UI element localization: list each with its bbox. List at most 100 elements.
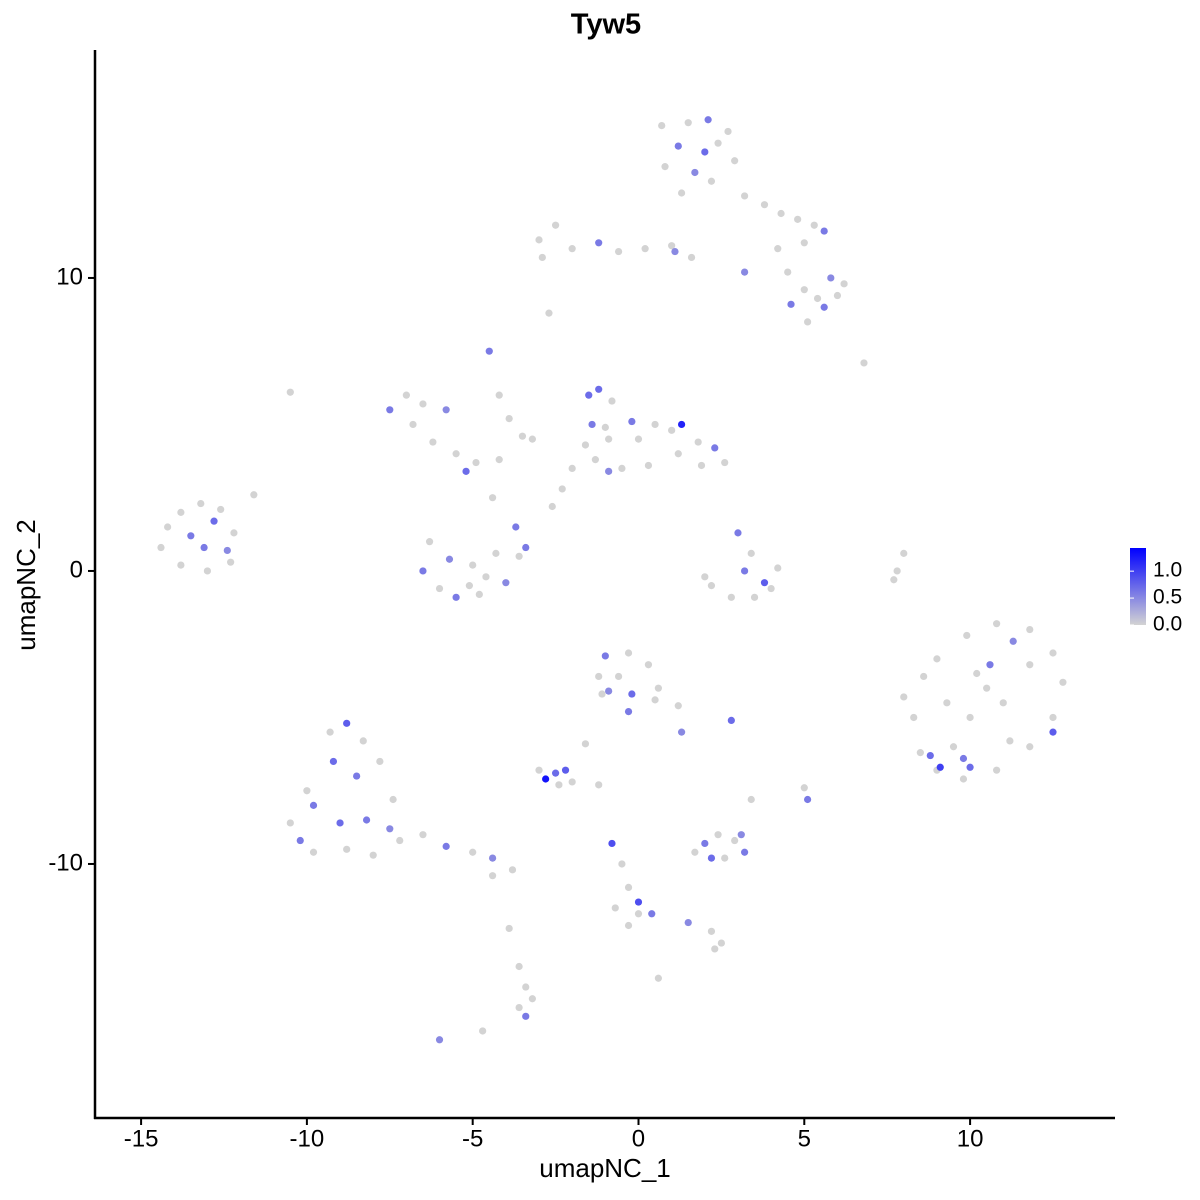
cell-point (634, 435, 643, 443)
cell-point (200, 543, 208, 552)
cell-point (614, 672, 623, 681)
cell-point (389, 795, 397, 804)
color-tick-label: 0.5 (1153, 586, 1182, 609)
cell-point (485, 347, 493, 355)
cell-point (804, 318, 812, 326)
cell-point (701, 573, 709, 581)
cell-point (386, 406, 394, 414)
cell-point (687, 253, 696, 262)
cell-point (697, 461, 706, 470)
cell-point (651, 420, 659, 429)
y-axis-label: umapNC_2 (11, 519, 41, 651)
cell-point (548, 502, 556, 511)
cell-point (624, 921, 633, 930)
cell-point (787, 300, 795, 308)
cell-point (296, 836, 304, 845)
cell-point (309, 848, 318, 856)
cell-point (760, 201, 769, 209)
cell-point (538, 253, 546, 262)
cell-point (250, 491, 258, 499)
cell-point (402, 391, 410, 399)
cell-point (724, 127, 732, 136)
cell-point (707, 854, 716, 862)
cell-point (425, 538, 434, 546)
cell-point (561, 766, 570, 774)
cell-point (741, 192, 749, 200)
cell-point (518, 432, 527, 440)
cell-point (326, 728, 334, 736)
cell-point (595, 385, 603, 393)
cell-point (707, 177, 716, 185)
cell-point (558, 485, 566, 493)
cell-point (800, 784, 808, 792)
cell-point (668, 242, 676, 250)
cell-point (966, 763, 974, 771)
cell-point (694, 438, 702, 446)
cell-point (1026, 743, 1034, 751)
cell-point (551, 221, 560, 229)
cell-point (920, 672, 928, 681)
cell-point (654, 974, 662, 982)
cell-point (435, 1036, 444, 1044)
cell-point (528, 435, 536, 443)
cell-point (784, 268, 792, 276)
cell-point (462, 467, 470, 475)
cell-point (674, 450, 682, 458)
cell-point (177, 508, 185, 516)
cell-point (820, 303, 828, 311)
cell-point (369, 851, 377, 859)
cell-point (737, 831, 745, 839)
cell-point (701, 148, 709, 156)
cell-point (508, 866, 517, 874)
cell-point (595, 239, 603, 247)
x-tick-label: 0 (632, 1125, 645, 1152)
x-tick-label: -15 (124, 1125, 159, 1152)
cell-point (966, 713, 974, 722)
cell-point (535, 766, 543, 774)
cell-point (910, 713, 918, 722)
cell-point (515, 552, 523, 560)
cell-point (230, 529, 238, 537)
cell-point (1026, 661, 1034, 669)
cell-point (598, 690, 606, 698)
cell-point (595, 672, 603, 681)
cell-point (634, 898, 643, 906)
cell-point (608, 839, 616, 848)
cell-point (475, 590, 483, 599)
cell-point (963, 631, 971, 640)
cell-point (177, 561, 185, 569)
cell-point (890, 576, 898, 584)
cell-point (502, 579, 510, 587)
cell-point (691, 848, 699, 856)
cell-point (551, 769, 560, 777)
cell-point (624, 883, 633, 892)
cell-point (396, 836, 404, 845)
cell-point (840, 280, 848, 288)
cell-point (959, 754, 968, 763)
cell-point (684, 918, 692, 927)
cell-point (585, 391, 593, 399)
cell-point (704, 116, 712, 124)
cell-point (677, 189, 686, 197)
cell-point (1049, 649, 1057, 657)
cell-point (419, 400, 427, 408)
cell-point (760, 579, 769, 587)
cell-point (794, 215, 802, 223)
cell-point (522, 983, 530, 991)
cell-point (472, 458, 480, 467)
cell-point (624, 649, 633, 657)
x-tick-label: 10 (957, 1125, 984, 1152)
cell-point (714, 831, 722, 839)
cell-point (442, 406, 450, 414)
cell-point (157, 543, 165, 552)
cell-point (522, 1012, 530, 1020)
cell-point (555, 781, 563, 789)
cell-point (187, 532, 195, 540)
cell-point (197, 499, 205, 508)
cell-point (608, 397, 616, 405)
cell-point (386, 825, 394, 833)
cell-point (445, 555, 454, 563)
cell-point (707, 582, 716, 590)
cell-point (691, 168, 699, 177)
cell-point (591, 456, 599, 464)
